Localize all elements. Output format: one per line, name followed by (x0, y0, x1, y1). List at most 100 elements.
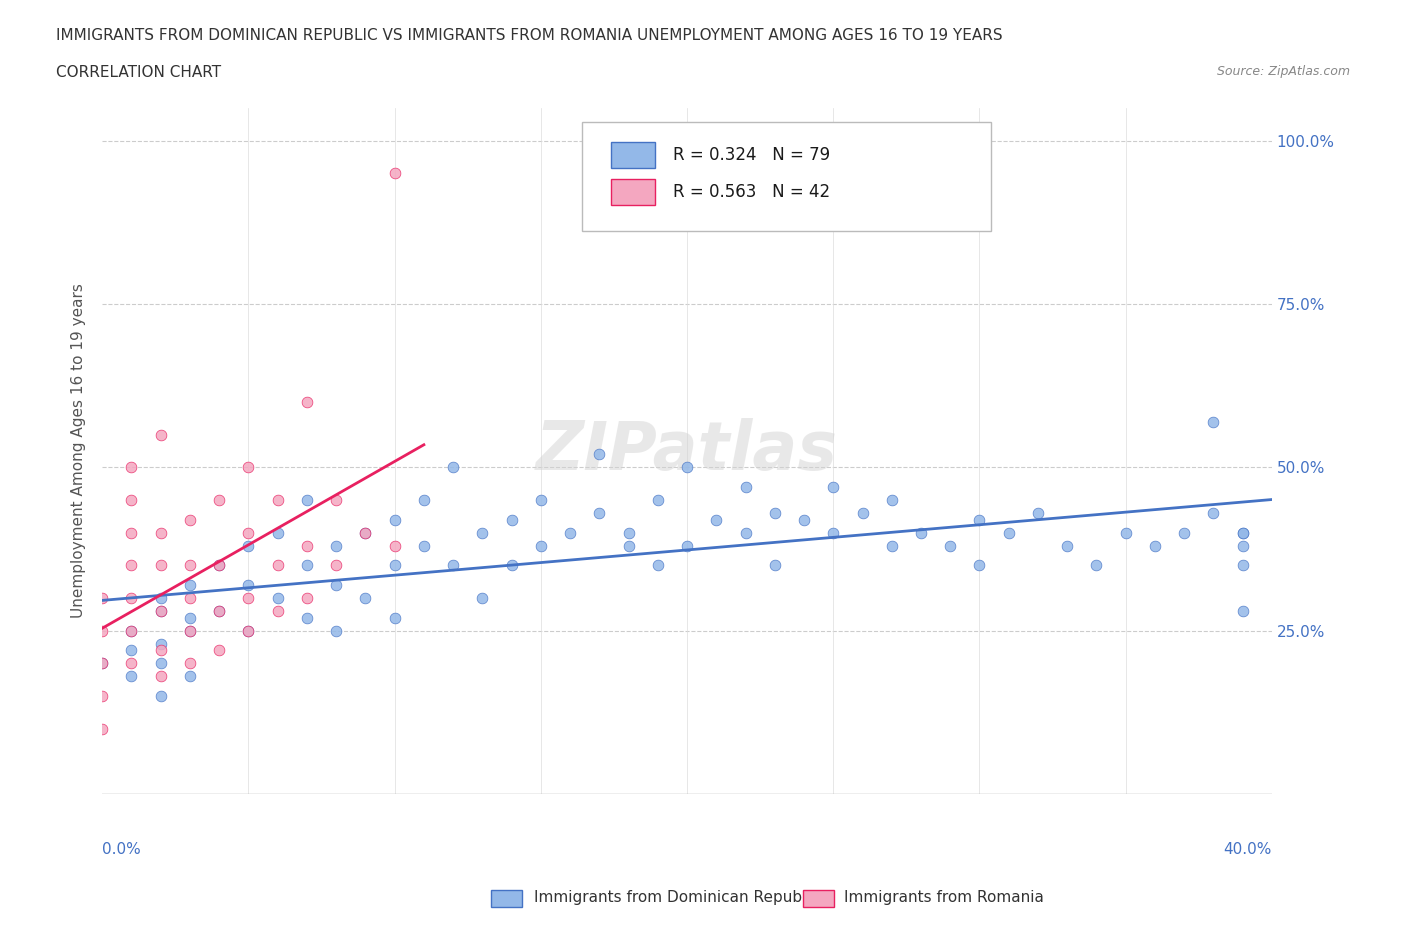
Point (384, 538, 406, 553)
Point (295, 591, 318, 605)
Point (880, 538, 903, 553)
Point (823, 480, 845, 495)
Point (325, 623, 347, 638)
Point (501, 558, 523, 573)
Point (1143, 538, 1166, 553)
Point (763, 506, 786, 521)
Point (617, 538, 640, 553)
Point (266, 493, 288, 508)
Point (647, 558, 669, 573)
Point (617, 525, 640, 540)
Point (266, 591, 288, 605)
Point (1056, 538, 1078, 553)
Point (325, 493, 347, 508)
Text: R = 0.324   N = 79: R = 0.324 N = 79 (673, 146, 830, 164)
Point (179, 669, 201, 684)
Point (734, 480, 756, 495)
Point (266, 525, 288, 540)
Point (704, 512, 727, 527)
Text: CORRELATION CHART: CORRELATION CHART (56, 65, 221, 80)
Point (208, 604, 231, 618)
Point (997, 525, 1019, 540)
Point (384, 166, 406, 180)
Point (120, 558, 142, 573)
Point (295, 610, 318, 625)
Point (295, 394, 318, 409)
Point (238, 591, 260, 605)
Point (179, 512, 201, 527)
Point (266, 558, 288, 573)
Point (179, 610, 201, 625)
Point (149, 525, 172, 540)
Point (441, 558, 464, 573)
Point (91, 656, 114, 671)
Text: R = 0.563   N = 42: R = 0.563 N = 42 (673, 182, 830, 201)
FancyBboxPatch shape (612, 179, 655, 206)
Point (149, 643, 172, 658)
Point (91, 722, 114, 737)
Point (558, 525, 581, 540)
Point (149, 669, 172, 684)
Point (120, 643, 142, 658)
Point (1085, 558, 1108, 573)
Point (969, 512, 991, 527)
Point (149, 591, 172, 605)
Point (1202, 506, 1225, 521)
Point (120, 669, 142, 684)
Point (295, 558, 318, 573)
Point (588, 506, 610, 521)
Point (179, 591, 201, 605)
Point (412, 538, 434, 553)
Point (969, 558, 991, 573)
Point (1173, 525, 1195, 540)
Point (179, 656, 201, 671)
Point (354, 525, 377, 540)
Point (441, 460, 464, 475)
Point (1232, 525, 1254, 540)
Point (325, 558, 347, 573)
Point (588, 446, 610, 461)
Point (823, 525, 845, 540)
Point (266, 604, 288, 618)
Point (1202, 414, 1225, 429)
Point (208, 493, 231, 508)
Point (354, 591, 377, 605)
Point (501, 512, 523, 527)
Point (530, 493, 553, 508)
Point (238, 623, 260, 638)
Text: ZIPatlas: ZIPatlas (536, 418, 838, 484)
Point (1232, 604, 1254, 618)
Point (120, 493, 142, 508)
Text: IMMIGRANTS FROM DOMINICAN REPUBLIC VS IMMIGRANTS FROM ROMANIA UNEMPLOYMENT AMONG: IMMIGRANTS FROM DOMINICAN REPUBLIC VS IM… (56, 28, 1002, 43)
Point (238, 525, 260, 540)
Point (91, 623, 114, 638)
Point (939, 538, 962, 553)
Point (91, 688, 114, 703)
Point (295, 493, 318, 508)
FancyBboxPatch shape (582, 122, 991, 232)
Point (238, 538, 260, 553)
Point (91, 591, 114, 605)
Point (120, 591, 142, 605)
Point (238, 578, 260, 592)
Point (325, 578, 347, 592)
Point (149, 636, 172, 651)
Point (354, 525, 377, 540)
Point (734, 525, 756, 540)
Point (1115, 525, 1137, 540)
Point (149, 604, 172, 618)
Point (295, 538, 318, 553)
Point (208, 643, 231, 658)
Text: 40.0%: 40.0% (1223, 842, 1272, 857)
Point (120, 623, 142, 638)
Point (120, 656, 142, 671)
FancyBboxPatch shape (612, 142, 655, 168)
Point (763, 558, 786, 573)
Point (179, 623, 201, 638)
Point (880, 493, 903, 508)
Text: Source: ZipAtlas.com: Source: ZipAtlas.com (1216, 65, 1350, 78)
Point (120, 525, 142, 540)
Point (1232, 538, 1254, 553)
Point (471, 525, 494, 540)
Point (1232, 525, 1254, 540)
